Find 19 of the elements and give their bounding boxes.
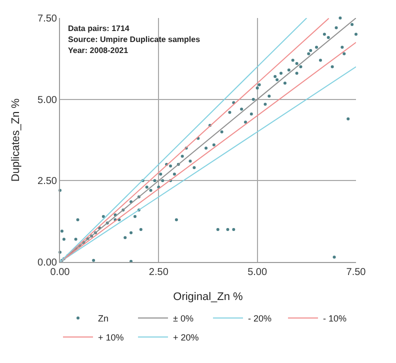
y-tick-label: 7.50 — [38, 14, 58, 24]
legend-label: - 20% — [248, 313, 272, 324]
y-axis-title: Duplicates_Zn % — [10, 98, 22, 182]
legend-label: ± 0% — [173, 313, 194, 324]
annotation: Source: Umpire Duplicate samples — [68, 35, 201, 44]
annotation: Data pairs: 1714 — [68, 24, 130, 33]
x-tick-label: 5.00 — [248, 267, 268, 278]
x-axis-title: Original_Zn % — [173, 291, 244, 304]
x-tick-label: 0.00 — [50, 267, 70, 278]
y-tick-label: 0.00 — [38, 258, 58, 268]
legend-label: - 10% — [323, 313, 347, 324]
x-tick-label: 2.50 — [148, 267, 169, 278]
legend-label: + 10% — [98, 332, 124, 342]
x-tick-label: 7.50 — [346, 267, 366, 278]
y-tick-label: 2.50 — [38, 176, 58, 188]
annotation: Year: 2008-2021 — [68, 46, 129, 55]
legend-label: + 20% — [173, 332, 199, 342]
y-tick-label: 5.00 — [38, 94, 58, 106]
legend-label: Zn — [98, 313, 109, 324]
